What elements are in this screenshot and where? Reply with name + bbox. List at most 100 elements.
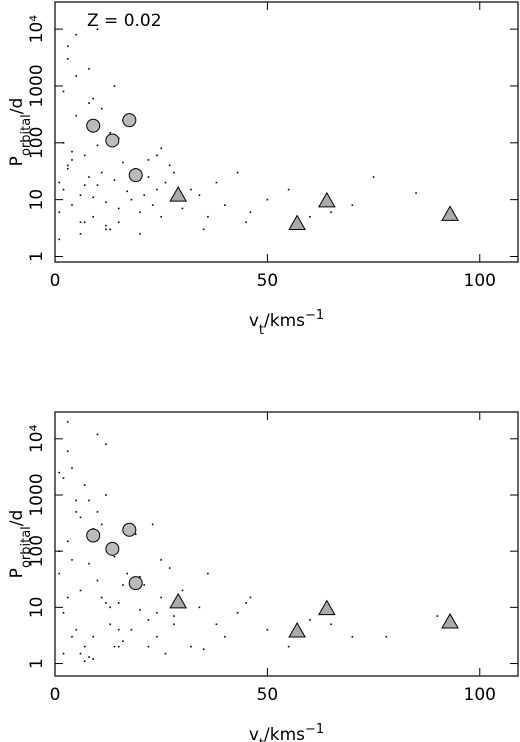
point [156, 188, 158, 191]
point [156, 154, 158, 157]
point [160, 215, 162, 218]
point [122, 161, 124, 164]
point [415, 192, 417, 194]
point [156, 635, 158, 638]
circle-marker [105, 133, 120, 148]
point [83, 484, 86, 486]
point [215, 181, 218, 184]
point [224, 635, 226, 638]
axis-label-part: /kms [264, 311, 305, 331]
annotation: Z = 0.02 [87, 11, 162, 31]
point [109, 131, 112, 134]
plot-frame [54, 411, 519, 677]
point [66, 164, 69, 167]
point [215, 623, 218, 626]
point [71, 204, 73, 206]
point [224, 204, 226, 206]
point [147, 619, 150, 621]
point [92, 658, 95, 660]
point [66, 58, 69, 60]
triangle-marker [169, 592, 188, 609]
point [75, 499, 78, 502]
point [83, 184, 86, 186]
point [75, 628, 78, 631]
circle-marker [128, 576, 143, 591]
point [173, 615, 175, 617]
point [330, 211, 332, 214]
point [109, 623, 112, 626]
point [92, 97, 95, 100]
point [130, 198, 133, 201]
panel: 0 50 100 1 10 100 1000 10⁴ Z = 0.02 vt/kms−1 Porbi… [7, 1, 519, 338]
point [58, 471, 61, 474]
point [92, 635, 95, 638]
point [245, 602, 247, 604]
point [83, 660, 86, 663]
axis-label-part: −1 [305, 722, 324, 737]
circle-marker [122, 113, 137, 128]
point [160, 147, 162, 150]
point [96, 144, 99, 147]
x-tick-label: 50 [257, 271, 279, 291]
point [113, 179, 116, 181]
axis-label: vt/kms−1 [249, 722, 324, 742]
point [75, 33, 78, 36]
point [385, 635, 388, 638]
point [75, 114, 78, 117]
point [66, 596, 69, 599]
x-tick-label: 50 [257, 685, 279, 705]
point [66, 421, 69, 423]
circle-marker [122, 522, 137, 537]
point [71, 150, 73, 153]
circle-marker [105, 541, 120, 556]
point [207, 572, 209, 575]
point [79, 233, 82, 235]
point [330, 623, 332, 626]
point [164, 181, 167, 184]
point [96, 184, 99, 186]
point [109, 228, 112, 231]
point [100, 171, 103, 174]
point [173, 171, 175, 174]
point [266, 628, 269, 631]
point [113, 555, 116, 558]
circle-marker [128, 168, 143, 183]
point [287, 188, 290, 191]
point [62, 142, 65, 144]
triangle-marker [169, 186, 188, 202]
point [266, 198, 269, 201]
point [143, 584, 146, 586]
point [71, 159, 73, 161]
point [122, 584, 124, 586]
point [139, 233, 141, 235]
y-tick-label: 100 [27, 127, 47, 159]
point [168, 567, 171, 569]
point [143, 194, 146, 196]
point [96, 433, 99, 436]
axis-label-part: /kms [264, 725, 305, 742]
point [96, 28, 99, 30]
y-tick-label: 10⁴ [27, 424, 47, 453]
point [168, 164, 171, 167]
point [117, 645, 120, 648]
x-tick-label: 0 [50, 271, 61, 291]
point [126, 572, 129, 575]
point [105, 602, 107, 604]
point [130, 628, 133, 631]
point [181, 589, 184, 592]
x-tick-label: 100 [464, 685, 496, 705]
point [92, 196, 95, 199]
point [245, 221, 247, 224]
triangle-marker [317, 599, 336, 616]
point [96, 511, 99, 513]
point [156, 611, 158, 614]
point [147, 645, 150, 648]
point [75, 511, 78, 513]
point [202, 228, 205, 231]
point [105, 224, 107, 227]
point [71, 559, 73, 561]
point [122, 640, 124, 642]
y-tick-label: 1000 [27, 64, 47, 107]
circle-marker [86, 528, 101, 543]
